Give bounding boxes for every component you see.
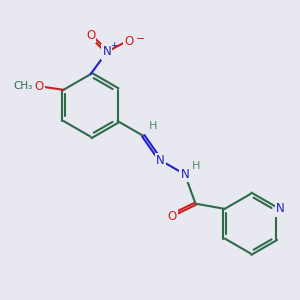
Text: N: N <box>156 154 165 167</box>
Text: H: H <box>192 161 200 171</box>
Text: N: N <box>180 168 189 181</box>
Text: O: O <box>86 29 95 42</box>
Text: N: N <box>103 45 111 58</box>
Text: N: N <box>276 202 285 215</box>
Text: +: + <box>110 41 117 50</box>
Text: −: − <box>136 34 145 44</box>
Text: O: O <box>167 210 176 223</box>
Text: CH₃: CH₃ <box>13 81 32 91</box>
Text: H: H <box>148 122 157 131</box>
Text: O: O <box>34 80 44 93</box>
Text: O: O <box>124 35 134 48</box>
